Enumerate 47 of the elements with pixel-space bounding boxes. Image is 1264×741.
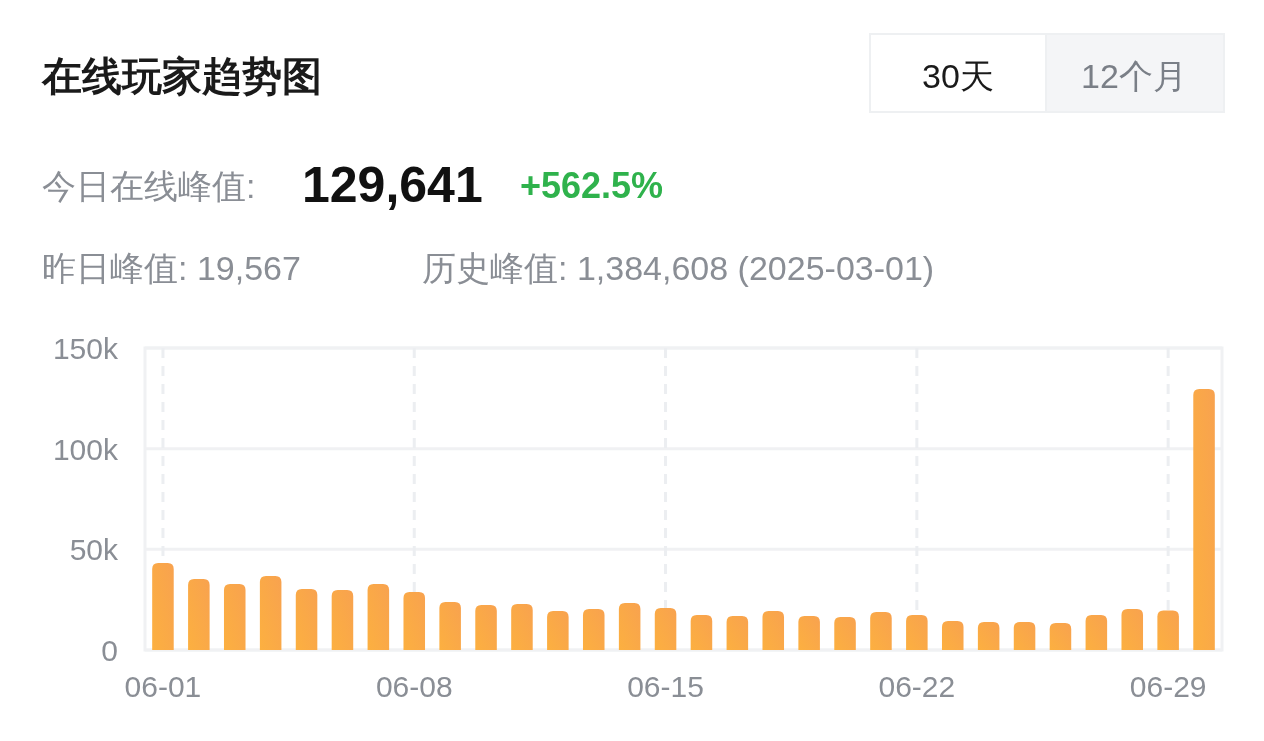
text: 12个月 [1081,57,1187,95]
bar [906,614,928,650]
y-tick-label: 100k [52,432,119,466]
bar [870,611,892,650]
bar [834,616,856,650]
bar [223,583,246,650]
bar [1049,623,1072,650]
bar [977,622,1000,650]
bar [618,603,641,650]
bar [188,578,210,650]
bar [547,610,569,650]
bar [152,563,174,650]
x-tick-label: 06-15 [627,670,704,703]
x-tick-label: 06-22 [878,670,956,703]
bar [1121,608,1144,650]
y-tick-label: 0 [101,634,118,667]
bar [367,583,390,650]
bar [511,604,533,650]
text: 129,641 [302,157,483,213]
text: 昨日峰值: 19,567 [42,249,301,287]
x-tick-label: 06-08 [375,670,453,703]
text: +562.5% [520,165,664,206]
bar [654,607,677,650]
text: 今日在线峰值: [42,167,256,205]
bar [798,615,820,650]
y-tick-label: 150k [52,332,119,365]
bar [295,589,318,650]
bar [331,590,354,650]
x-tick-label: 06-29 [1129,670,1207,703]
y-tick-label: 50k [69,533,119,567]
bar [726,615,749,650]
text: 历史峰值: 1,384,608 (2025-03-01) [422,249,935,287]
text: 30天 [922,57,994,95]
bar [582,608,605,650]
bar [941,621,964,650]
bar [762,610,785,650]
bar [439,602,461,650]
bar [475,604,497,650]
chart-title: 在线玩家趋势图 [41,54,322,98]
x-tick-label: 06-01 [124,670,202,703]
bar [1193,388,1215,650]
bar [1085,614,1108,650]
bar [403,592,426,650]
bar [1013,622,1036,650]
bar [1157,610,1179,650]
bar [690,614,713,650]
bar [259,575,282,650]
